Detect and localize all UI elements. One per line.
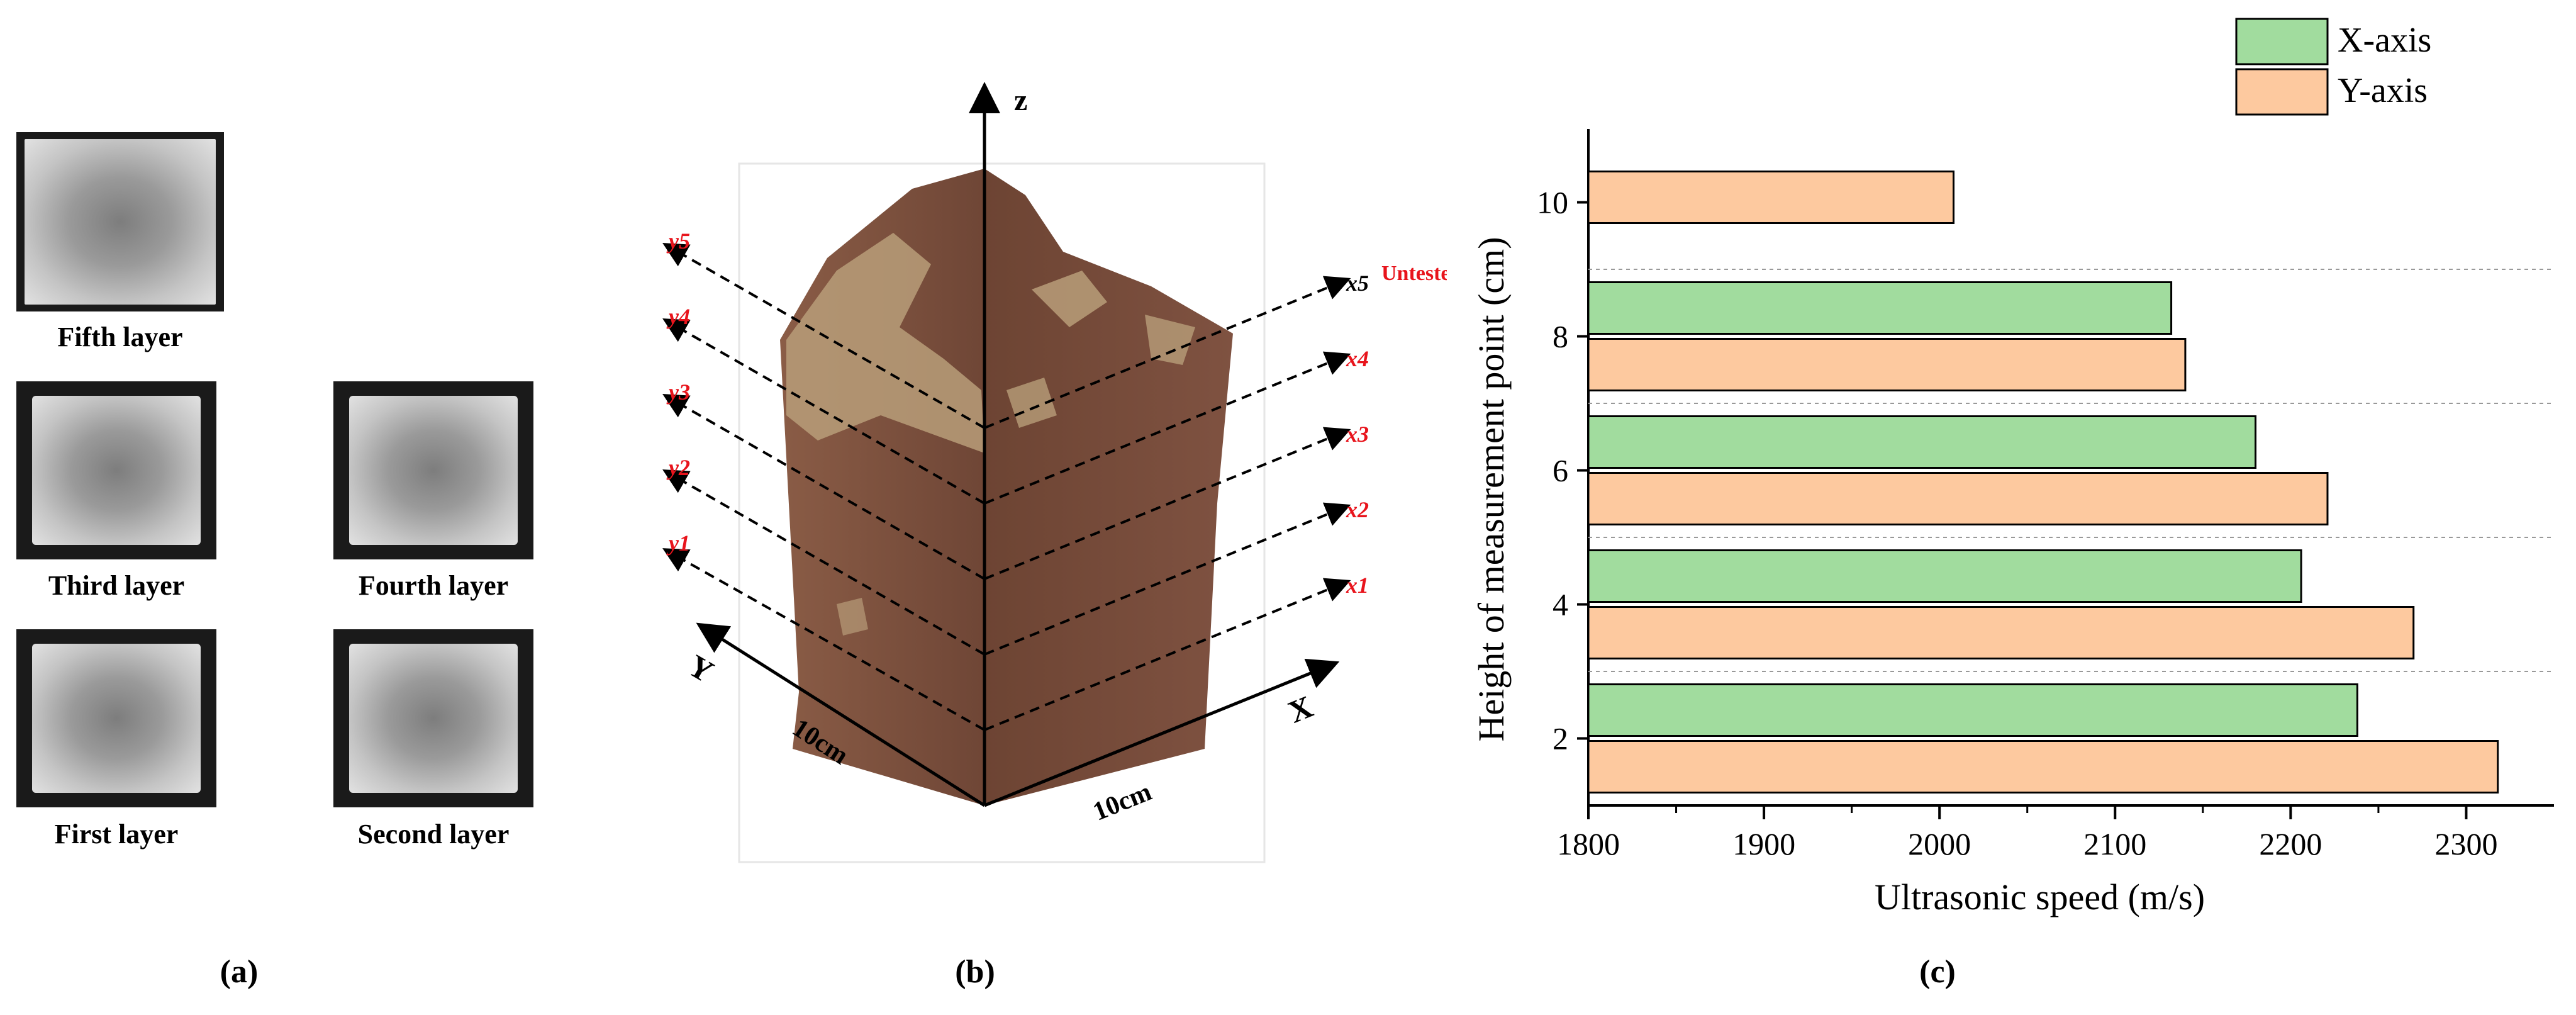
panel-b: z Y X 10cm 10cm y5 y4 y3 y2 y1 [629, 63, 1463, 990]
x-path-label-1: x1 [1346, 573, 1369, 598]
x-tick-label: 2300 [2434, 826, 2497, 861]
y-axis-title: Height of measurement point (cm) [1471, 237, 1512, 741]
ct-slice-first [16, 629, 216, 807]
y-path-label-2: y2 [666, 455, 690, 480]
rock-specimen-diagram: z Y X 10cm 10cm y5 y4 y3 y2 y1 [662, 82, 1463, 863]
legend-swatch [2235, 18, 2329, 65]
y-path-1 [662, 548, 985, 731]
y-path-4 [662, 318, 985, 505]
y-paths [662, 243, 985, 731]
y-path-2 [662, 469, 985, 656]
ct-slice-third [16, 381, 216, 559]
rock-light-patch [1006, 378, 1057, 428]
y-path-label-5: y5 [666, 228, 690, 254]
bar-y-axis [1587, 472, 2329, 525]
layer-label-fifth: Fifth layer [57, 322, 183, 352]
x-path-label-2: x2 [1346, 497, 1369, 522]
bar-x-axis [1587, 549, 2302, 603]
y-axis-line [696, 622, 986, 807]
x-tick-label: 1900 [1732, 826, 1795, 861]
x-tick-label: 1800 [1557, 826, 1620, 861]
x-axis-line [984, 658, 1340, 807]
untested-label: Untested [1381, 262, 1447, 285]
dim-x-label: 10cm [1089, 777, 1156, 826]
ct-slice-fourth [333, 381, 533, 559]
bar-y-axis [1587, 606, 2415, 659]
y-tick-label: 8 [1553, 319, 1568, 354]
x-path-label-4: x4 [1346, 346, 1369, 371]
x-tick-label: 2000 [1908, 826, 1971, 861]
x-axis-title: Ultrasonic speed (m/s) [1875, 877, 2205, 917]
ultrasonic-speed-bar-chart: 1800 1900 2000 2100 2200 2300 2 4 6 8 10 Ultrasonic… [1471, 18, 2554, 917]
y-path-5 [662, 243, 985, 429]
layer-label-fourth: Fourth layer [358, 570, 509, 601]
axis-z-label: z [1014, 84, 1027, 117]
bar-y-axis [1587, 740, 2499, 793]
axis-x-label: X [1283, 688, 1317, 729]
legend-label: Y-axis [2338, 71, 2428, 110]
x-tick-label: 2100 [2083, 826, 2146, 861]
y-path-label-1: y1 [666, 530, 690, 556]
bar-x-axis [1587, 281, 2173, 335]
y-path-3 [662, 394, 985, 580]
legend-label: X-axis [2338, 21, 2431, 60]
bar-x-axis [1587, 683, 2358, 737]
panel-a-label: (a) [220, 954, 259, 990]
layer-label-second: Second layer [357, 819, 510, 850]
layer-label-third: Third layer [48, 570, 185, 601]
y-tick-label: 4 [1553, 587, 1568, 622]
panel-c-label: (c) [1919, 954, 1956, 990]
x-path-label-3: x3 [1346, 422, 1369, 447]
y-tick-label: 6 [1553, 453, 1568, 488]
y-tick-label: 2 [1553, 721, 1568, 756]
x-path-label-5: x5 [1346, 271, 1369, 296]
y-path-label-4: y4 [666, 304, 690, 329]
y-path-label-3: y3 [666, 379, 690, 405]
ct-slice-fifth [16, 132, 224, 311]
ct-slice-second [333, 629, 533, 807]
panel-c: 1800 1900 2000 2100 2200 2300 2 4 6 8 10 Ultrasonic… [1447, 0, 2576, 1012]
bar-y-axis [1587, 338, 2187, 391]
bar-y-axis [1587, 171, 1955, 224]
rock-light-patch [1145, 315, 1195, 365]
panel-b-label: (b) [955, 954, 995, 990]
legend-swatch [2235, 68, 2329, 116]
rock-light-patch [1032, 271, 1107, 327]
axis-y-label: Y [683, 648, 720, 690]
layer-label-first: First layer [54, 819, 179, 850]
rock-light-patch [837, 598, 868, 636]
y-tick-label: 10 [1537, 185, 1568, 220]
bar-x-axis [1587, 415, 2257, 469]
x-tick-label: 2200 [2259, 826, 2322, 861]
